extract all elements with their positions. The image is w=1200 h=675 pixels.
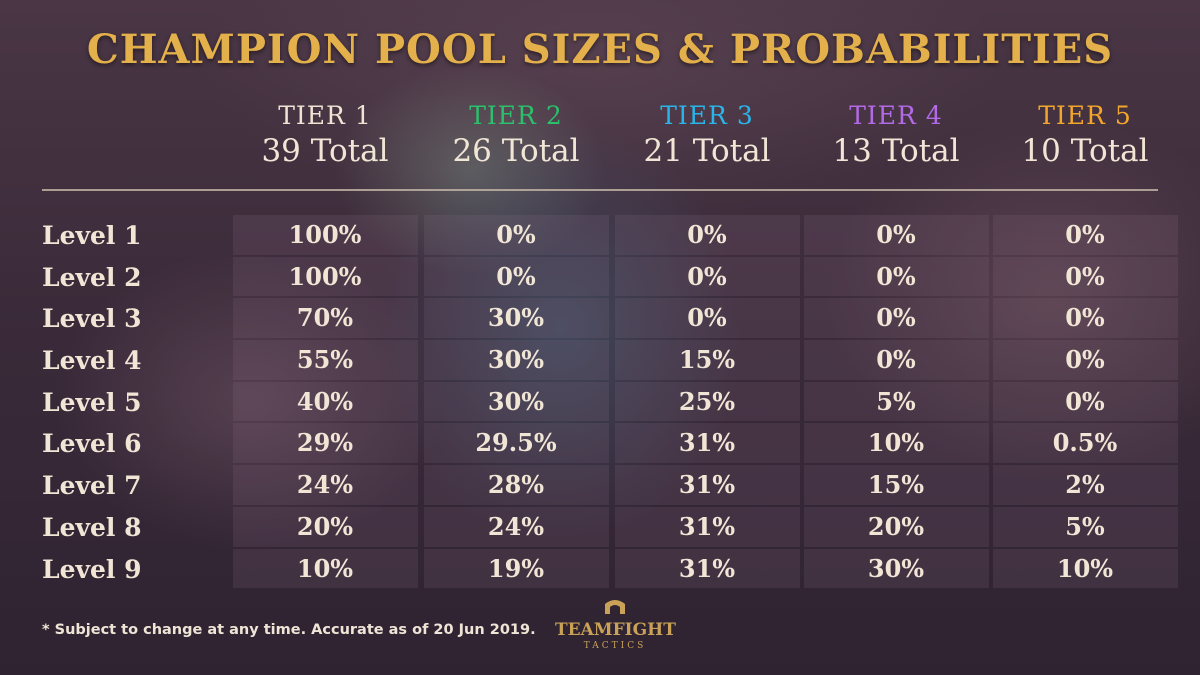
table-row: Level 1 100% 0% 0% 0% 0% [42,215,1178,257]
level-label: Level 7 [42,471,142,501]
tier-name: TIER 3 [660,101,754,130]
logo-subtitle: TACTICS [583,641,647,651]
probability-cell: 19% [423,548,609,589]
probability-cell: 30% [803,548,989,589]
probability-cell: 0% [423,215,609,255]
level-label: Level 5 [42,387,142,417]
teamfight-tactics-logo: TEAMFIGHT TACTICS [555,598,676,658]
crest-icon [555,598,675,620]
probability-cell: 31% [614,548,800,589]
probability-cell: 0% [992,381,1178,422]
probability-cell: 40% [232,381,418,422]
probability-cell: 55% [232,340,418,380]
table-row: Level 6 29% 29.5% 31% 10% 0.5% [42,423,1178,465]
probability-cell: 15% [803,465,989,505]
probability-cell: 0% [803,298,989,339]
level-label: Level 4 [42,346,142,376]
tier-total: 39 Total [261,133,389,169]
probability-cell: 0% [992,340,1178,380]
probability-cell: 25% [614,381,800,422]
probability-cell: 10% [232,548,418,589]
probability-cell: 20% [803,506,989,547]
probability-cell: 28% [423,465,609,505]
probability-cell: 0% [803,256,989,297]
level-label: Level 9 [42,554,142,584]
probability-cell: 0.5% [992,423,1178,464]
probability-cell: 0% [992,256,1178,297]
probability-cell: 100% [232,256,418,297]
probability-cell: 10% [803,423,989,464]
tier-name: TIER 2 [469,101,563,130]
probability-cell: 24% [423,506,609,547]
table-row: Level 2 100% 0% 0% 0% 0% [42,256,1178,299]
tier-total: 26 Total [452,133,580,169]
probability-cell: 30% [423,298,609,339]
footnote: * Subject to change at any time. Accurat… [42,622,536,638]
probability-cell: 31% [614,423,800,464]
tier-header-4: TIER 4 13 Total [801,100,991,170]
probability-cell: 31% [614,465,800,505]
level-label: Level 1 [42,221,142,250]
probability-cell: 70% [232,298,418,339]
tier-header-5: TIER 5 10 Total [990,100,1180,170]
tier-name: TIER 4 [849,101,943,130]
level-label: Level 6 [42,429,142,459]
tier-header-1: TIER 1 39 Total [230,100,420,170]
probability-cell: 0% [614,215,800,255]
logo-wordmark: TEAMFIGHT [555,620,676,640]
level-label: Level 3 [42,304,142,334]
table-row: Level 3 70% 30% 0% 0% 0% [42,298,1178,340]
probability-cell: 0% [992,215,1178,255]
probability-cell: 0% [614,256,800,297]
probability-cell: 24% [232,465,418,505]
table-row: Level 4 55% 30% 15% 0% 0% [42,340,1178,382]
level-label: Level 2 [42,262,142,292]
table-row: Level 8 20% 24% 31% 20% 5% [42,506,1178,549]
probability-cell: 20% [232,506,418,547]
probability-cell: 0% [992,298,1178,339]
page-title: CHAMPION POOL SIZES & PROBABILITIES [86,26,1114,73]
probability-cell: 30% [423,381,609,422]
probability-cell: 0% [803,340,989,380]
probability-cell: 31% [614,506,800,547]
probability-table: Level 1 100% 0% 0% 0% 0% Level 2 100% 0% 0% 0% 0% Le… [42,215,1178,591]
probability-cell: 10% [992,548,1178,589]
tier-total: 13 Total [832,133,960,169]
probability-cell: 15% [614,340,800,380]
probability-cell: 0% [423,256,609,297]
tier-name: TIER 5 [1038,101,1132,130]
probability-cell: 0% [614,298,800,339]
probability-cell: 5% [803,381,989,422]
probability-cell: 30% [423,340,609,380]
tier-name: TIER 1 [278,101,372,130]
probability-cell: 29% [232,423,418,464]
table-row: Level 7 24% 28% 31% 15% 2% [42,465,1178,507]
table-row: Level 9 10% 19% 31% 30% 10% [42,548,1178,591]
table-row: Level 5 40% 30% 25% 5% 0% [42,381,1178,424]
probability-cell: 2% [992,465,1178,505]
probability-cell: 29.5% [423,423,609,464]
probability-cell: 0% [803,215,989,255]
header-divider [42,189,1158,191]
tier-total: 10 Total [1021,133,1149,169]
probability-cell: 100% [232,215,418,255]
probability-cell: 5% [992,506,1178,547]
tier-header-2: TIER 2 26 Total [421,100,611,170]
tier-header-3: TIER 3 21 Total [612,100,802,170]
level-label: Level 8 [42,512,142,542]
tier-total: 21 Total [643,133,771,169]
